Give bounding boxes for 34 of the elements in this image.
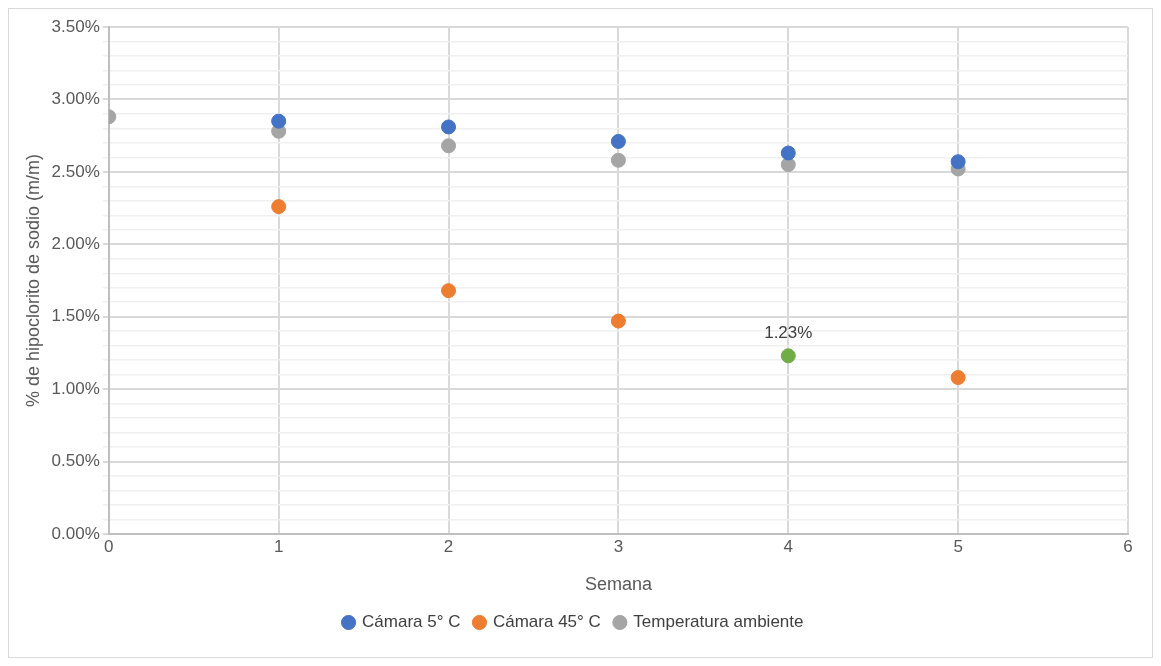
y-tick-label: 3.50%	[51, 16, 100, 36]
point	[780, 157, 796, 173]
x-tick-label: 3	[613, 536, 624, 556]
point	[780, 145, 796, 161]
x-tick-label: 6	[1123, 536, 1133, 556]
x-tick-label: 0	[104, 536, 114, 556]
point	[441, 138, 457, 154]
x-tick-label: 1	[273, 536, 284, 556]
point	[950, 370, 966, 386]
point	[271, 113, 287, 129]
y-tick-label: 3.00%	[51, 89, 100, 109]
y-axis-title: % de hipoclorito de sodio (m/m)	[22, 153, 43, 408]
point	[610, 152, 626, 168]
legend-label: Cámara 5° C	[362, 612, 461, 632]
x-tick-label: 2	[443, 536, 454, 556]
x-tick-label: 4	[783, 536, 793, 556]
point	[610, 313, 626, 329]
legend-label: Cámara 45° C	[492, 612, 601, 632]
x-tick-label: 5	[953, 536, 963, 556]
y-tick-label: 0.00%	[51, 523, 100, 543]
y-tick-label: 1.50%	[51, 306, 100, 326]
point	[441, 119, 457, 135]
y-tick-label: 2.50%	[51, 161, 100, 181]
y-tick-label: 2.00%	[51, 233, 100, 253]
point	[610, 133, 626, 149]
x-axis-title: Semana	[584, 574, 653, 595]
point	[780, 348, 796, 364]
point	[950, 154, 966, 170]
y-tick-label: 1.00%	[51, 378, 100, 398]
legend-label: Temperatura ambiente	[633, 612, 804, 632]
y-tick-label: 0.50%	[51, 451, 100, 471]
point	[441, 283, 457, 299]
data-label: 1.23%	[764, 323, 813, 343]
point	[271, 199, 287, 215]
